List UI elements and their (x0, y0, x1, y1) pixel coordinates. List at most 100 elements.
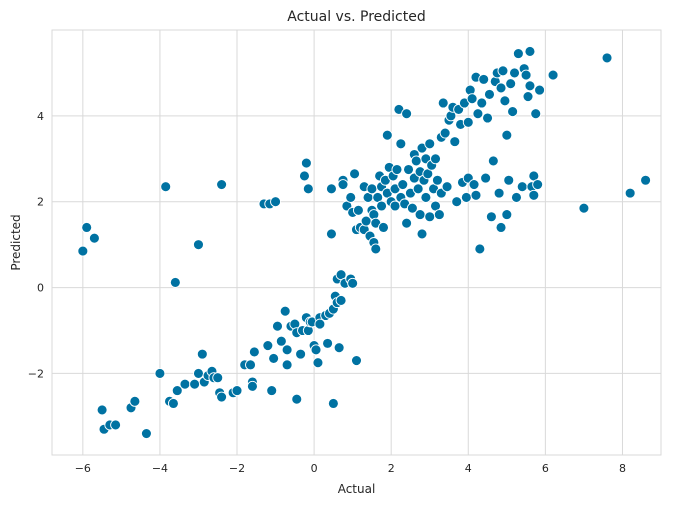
y-tick-label: 2 (37, 196, 44, 209)
data-point (476, 97, 488, 109)
data-point (351, 355, 362, 367)
data-point (322, 337, 334, 349)
data-point (345, 191, 357, 203)
x-tick-label: 2 (388, 462, 395, 475)
x-axis-label: Actual (338, 482, 376, 496)
data-point (140, 428, 152, 439)
x-tick-label: −2 (229, 462, 245, 475)
data-point (424, 138, 436, 150)
data-point (216, 391, 228, 403)
data-point (349, 168, 361, 180)
x-tick-label: 0 (311, 462, 318, 475)
data-point (281, 344, 293, 356)
data-point (451, 196, 463, 208)
y-tick-label: −2 (28, 367, 44, 380)
x-tick-label: 6 (542, 462, 549, 475)
data-point (248, 346, 260, 358)
data-point (505, 78, 517, 90)
data-point (480, 172, 492, 184)
data-point (624, 187, 636, 199)
data-point (88, 232, 100, 244)
data-point (169, 276, 181, 288)
data-point (300, 157, 312, 169)
data-point (524, 46, 536, 57)
data-point (352, 204, 364, 216)
data-point (449, 136, 461, 148)
scatter-points (77, 46, 652, 439)
data-point (167, 398, 179, 409)
data-point (499, 95, 511, 107)
data-point (478, 73, 490, 85)
data-point (378, 222, 389, 233)
data-point (433, 209, 445, 221)
data-point (245, 359, 256, 371)
data-point (520, 69, 532, 81)
data-point (431, 174, 443, 186)
data-point (171, 385, 183, 397)
data-point (246, 380, 258, 392)
data-point (302, 183, 314, 195)
data-point (468, 179, 480, 190)
data-point (532, 179, 544, 190)
data-point (96, 404, 108, 416)
data-point (216, 179, 228, 190)
data-point (272, 320, 283, 332)
grid-lines (52, 30, 661, 455)
data-point (482, 112, 494, 124)
data-point (389, 200, 401, 212)
data-point (310, 344, 322, 356)
data-point (406, 202, 418, 214)
x-tick-label: 4 (465, 462, 472, 475)
data-point (474, 243, 486, 255)
data-point (154, 367, 166, 379)
data-point (414, 209, 426, 221)
data-point (189, 378, 201, 390)
data-point (420, 191, 432, 203)
y-tick-label: 0 (37, 282, 44, 295)
data-point (395, 138, 407, 150)
y-axis-label: Predicted (9, 214, 23, 270)
data-point (266, 385, 278, 397)
data-point (160, 181, 172, 193)
data-point (534, 84, 546, 96)
data-point (110, 419, 122, 431)
data-point (441, 181, 453, 193)
data-point (376, 200, 388, 212)
chart-title: Actual vs. Predicted (287, 9, 426, 25)
data-point (509, 67, 520, 79)
data-point (347, 277, 359, 289)
data-point (401, 217, 413, 229)
data-point (279, 305, 291, 317)
data-point (193, 367, 204, 379)
data-point (333, 342, 345, 354)
y-tick-label: 4 (37, 110, 44, 123)
x-tick-label: −6 (75, 462, 91, 475)
data-point (507, 106, 519, 118)
data-point (470, 189, 482, 201)
data-point (601, 52, 613, 64)
data-point (291, 393, 303, 405)
data-point (325, 183, 337, 195)
data-point (472, 108, 484, 120)
data-point (391, 164, 403, 175)
data-point (275, 335, 287, 347)
data-point (430, 153, 441, 165)
data-point (212, 372, 224, 384)
data-point (462, 116, 474, 128)
data-point (511, 191, 522, 203)
data-point (325, 228, 337, 240)
data-point (416, 228, 428, 240)
data-point (77, 245, 89, 257)
x-tick-label: 8 (619, 462, 626, 475)
data-point (337, 179, 349, 190)
plot-frame (51, 29, 662, 456)
data-point (495, 222, 507, 233)
data-point (495, 82, 507, 94)
data-point (516, 181, 528, 193)
data-point (366, 183, 378, 195)
data-point (487, 155, 499, 167)
data-point (528, 189, 540, 201)
data-point (530, 108, 542, 120)
data-point (403, 164, 414, 175)
